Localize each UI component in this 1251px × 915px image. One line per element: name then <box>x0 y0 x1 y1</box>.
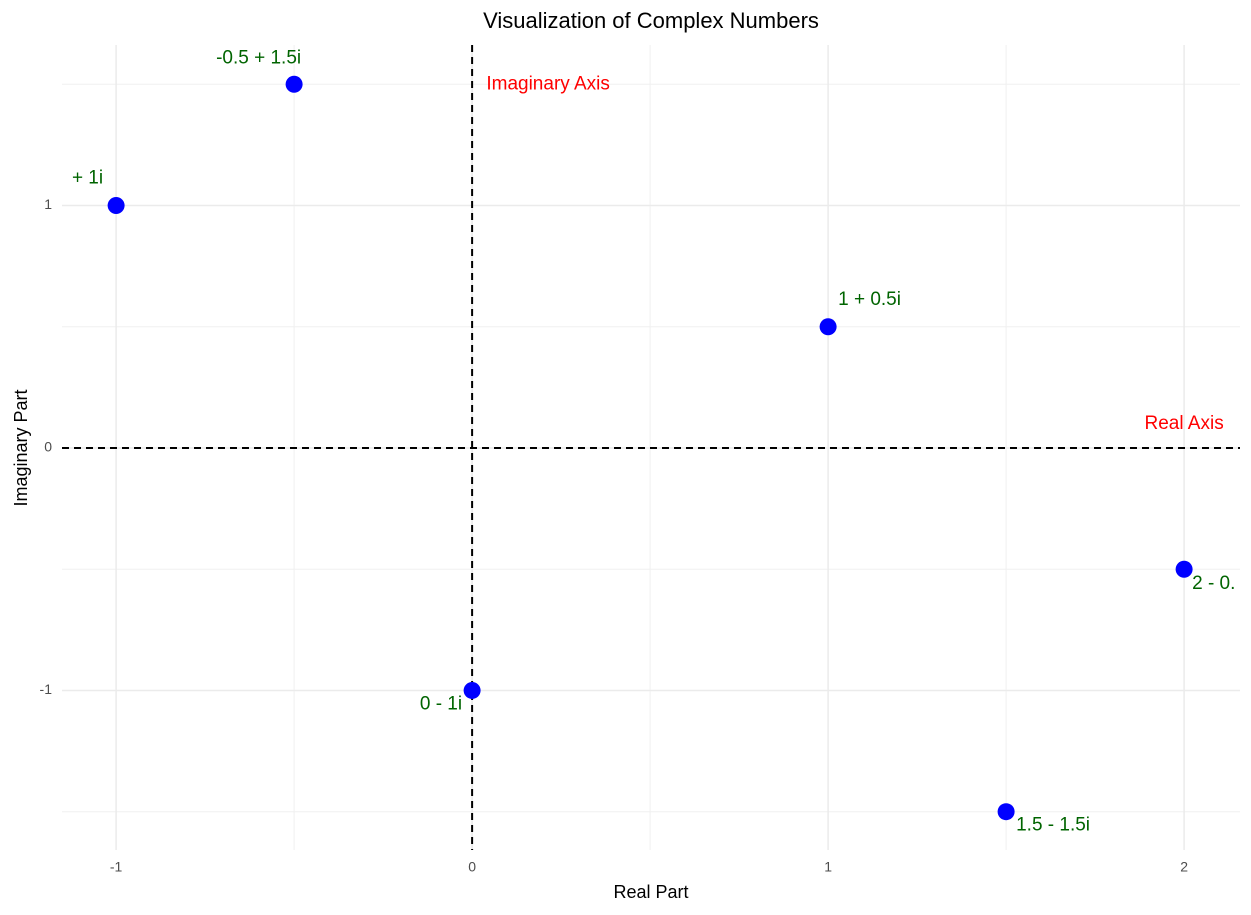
point-label: 1 + 0.5i <box>838 289 901 310</box>
y-tick-label: -1 <box>40 681 53 697</box>
chart-title: Visualization of Complex Numbers <box>483 8 819 33</box>
annotation: Imaginary Axis <box>486 73 610 94</box>
point <box>819 318 837 336</box>
x-tick-label: 1 <box>824 859 832 875</box>
annotation: Real Axis <box>1145 413 1224 434</box>
point <box>285 75 303 93</box>
y-axis-title: Imaginary Part <box>11 389 31 506</box>
point-label: -0.5 + 1.5i <box>216 47 301 68</box>
x-axis-title: Real Part <box>613 882 688 902</box>
point <box>463 681 481 699</box>
point <box>107 197 125 215</box>
x-tick-label: 0 <box>468 859 476 875</box>
y-tick-label: 0 <box>44 439 52 455</box>
point-label: 0 - 1i <box>420 693 462 714</box>
x-tick-label: -1 <box>110 859 123 875</box>
y-tick-label: 1 <box>44 196 52 212</box>
point <box>1175 560 1193 578</box>
x-tick-label: 2 <box>1180 859 1188 875</box>
point <box>997 803 1015 821</box>
point-label: + 1i <box>72 168 103 189</box>
point-label: 2 - 0. <box>1192 573 1235 594</box>
point-label: 1.5 - 1.5i <box>1016 815 1090 836</box>
